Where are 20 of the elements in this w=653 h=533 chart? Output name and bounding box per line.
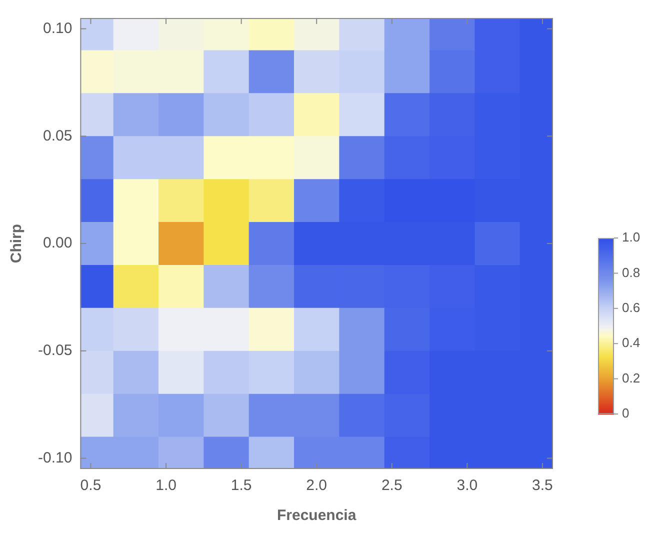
y-tick-label: -0.05 (38, 342, 72, 360)
color-bar-label: 0 (622, 406, 630, 421)
x-tick-label: 3.0 (456, 477, 478, 494)
y-tick-label: 0.10 (42, 20, 72, 37)
y-tick-label: -0.10 (38, 449, 72, 466)
x-tick-label: 1.5 (230, 477, 252, 494)
color-bar-label: 1.0 (622, 230, 640, 245)
color-bar-label: 0.8 (622, 264, 640, 280)
x-tick-label: 0.5 (80, 477, 102, 494)
x-tick-label: 2.0 (306, 477, 328, 494)
x-axis-title: Frecuencia (276, 507, 357, 524)
y-tick-label: 0.00 (42, 234, 72, 252)
y-tick-label: 0.05 (42, 127, 72, 144)
x-tick-label: 2.5 (381, 477, 402, 494)
y-axis-title: Chirp (8, 224, 26, 264)
x-tick-label: 1.0 (156, 477, 176, 494)
color-bar-label: 0.4 (622, 335, 640, 350)
color-bar-label: 0.2 (622, 370, 640, 386)
x-tick-label: 3.5 (532, 477, 553, 494)
color-bar-label: 0.6 (622, 300, 640, 315)
